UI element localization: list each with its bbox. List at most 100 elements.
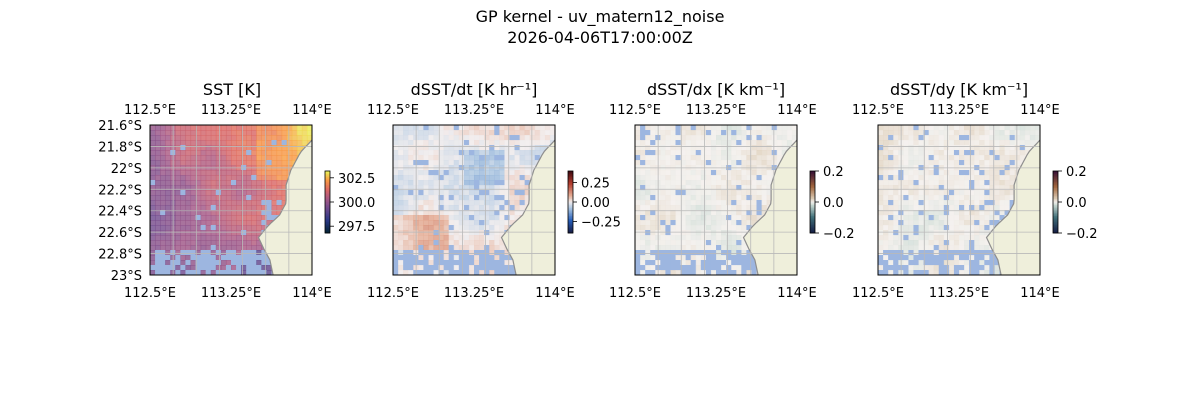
heatmap-cell	[225, 180, 232, 186]
heatmap-cell	[716, 135, 722, 141]
heatmap-cell	[675, 205, 682, 211]
heatmap-cell	[888, 195, 894, 201]
masked-cell	[918, 200, 925, 206]
heatmap-cell	[246, 160, 252, 166]
colorbar-swatch	[1053, 194, 1058, 197]
heatmap-cell	[756, 170, 763, 176]
heatmap-cell	[675, 175, 682, 181]
masked-cell	[918, 250, 925, 256]
masked-cell	[225, 270, 232, 275]
heatmap-cell	[1034, 135, 1040, 141]
heatmap-cell	[215, 235, 222, 241]
heatmap-cell	[700, 155, 707, 161]
heatmap-cell	[994, 170, 1001, 176]
heatmap-cell	[398, 265, 404, 271]
heatmap-cell	[423, 215, 430, 221]
heatmap-cell	[923, 160, 930, 166]
heatmap-cell	[680, 155, 687, 161]
masked-cell	[721, 130, 727, 136]
masked-cell	[923, 250, 930, 256]
heatmap-cell	[251, 155, 257, 161]
masked-cell	[650, 140, 656, 146]
heatmap-cell	[448, 140, 455, 146]
masked-cell	[680, 270, 687, 275]
heatmap-cell	[205, 145, 212, 151]
heatmap-cell	[195, 205, 202, 211]
colorbar-swatch	[325, 186, 330, 189]
heatmap-cell	[731, 225, 737, 231]
heatmap-cell	[428, 145, 435, 151]
heatmap-cell	[484, 150, 490, 156]
heatmap-cell	[640, 245, 646, 251]
heatmap-cell	[468, 155, 475, 161]
heatmap-cell	[948, 160, 955, 166]
colorbar-swatch	[568, 195, 573, 198]
masked-cell	[660, 260, 666, 266]
heatmap-cell	[989, 125, 996, 131]
heatmap-cell	[675, 220, 682, 226]
heatmap-cell	[999, 200, 1006, 206]
heatmap-cell	[403, 210, 409, 216]
heatmap-cell	[675, 270, 682, 275]
heatmap-cell	[741, 215, 747, 221]
heatmap-cell	[685, 210, 692, 216]
masked-cell	[650, 270, 656, 275]
heatmap-cell	[438, 225, 445, 231]
heatmap-cell	[463, 130, 470, 136]
heatmap-cell	[1024, 145, 1031, 151]
masked-cell	[463, 260, 470, 266]
colorbar-swatch	[810, 223, 815, 226]
heatmap-cell	[443, 180, 450, 186]
heatmap-cell	[225, 140, 232, 146]
heatmap-cell	[893, 185, 899, 191]
heatmap-cell	[256, 195, 262, 201]
heatmap-cell	[458, 145, 465, 151]
heatmap-cell	[504, 225, 511, 231]
heatmap-cell	[423, 145, 430, 151]
heatmap-cell	[398, 250, 404, 256]
masked-cell	[635, 260, 641, 266]
masked-cell	[514, 145, 521, 151]
heatmap-cell	[458, 180, 465, 186]
heatmap-cell	[236, 145, 242, 151]
heatmap-cell	[979, 240, 985, 246]
heatmap-cell	[256, 245, 262, 251]
heatmap-cell	[433, 155, 440, 161]
heatmap-cell	[741, 250, 747, 256]
heatmap-cell	[635, 160, 641, 166]
masked-cell	[741, 255, 747, 261]
heatmap-cell	[913, 160, 920, 166]
heatmap-cell	[776, 125, 783, 131]
colorbar-swatch	[1053, 225, 1058, 228]
heatmap-cell	[190, 125, 197, 131]
heatmap-cell	[433, 195, 440, 201]
heatmap-cell	[933, 160, 940, 166]
heatmap-cell	[261, 225, 268, 231]
heatmap-cell	[266, 155, 273, 161]
heatmap-cell	[256, 155, 262, 161]
masked-cell	[726, 270, 732, 275]
heatmap-cell	[205, 240, 212, 246]
colorbar-swatch	[810, 226, 815, 229]
colorbar-swatch	[1053, 174, 1058, 177]
heatmap-cell	[231, 185, 237, 191]
heatmap-cell	[479, 145, 485, 151]
masked-cell	[499, 270, 505, 275]
heatmap-cell	[923, 170, 930, 176]
masked-cell	[665, 265, 672, 271]
heatmap-cell	[433, 180, 440, 186]
heatmap-cell	[640, 240, 646, 246]
heatmap-cell	[761, 155, 768, 161]
heatmap-cell	[271, 125, 278, 131]
colorbar-swatch	[810, 180, 815, 183]
heatmap-cell	[195, 160, 202, 166]
heatmap-cell	[685, 150, 692, 156]
y-tick-label: 22.4°S	[98, 205, 142, 220]
masked-cell	[423, 250, 430, 256]
masked-cell	[893, 250, 899, 256]
heatmap-cell	[175, 130, 181, 136]
heatmap-cell	[670, 150, 677, 156]
heatmap-cell	[408, 180, 414, 186]
heatmap-cell	[736, 245, 742, 251]
heatmap-cell	[791, 130, 797, 136]
